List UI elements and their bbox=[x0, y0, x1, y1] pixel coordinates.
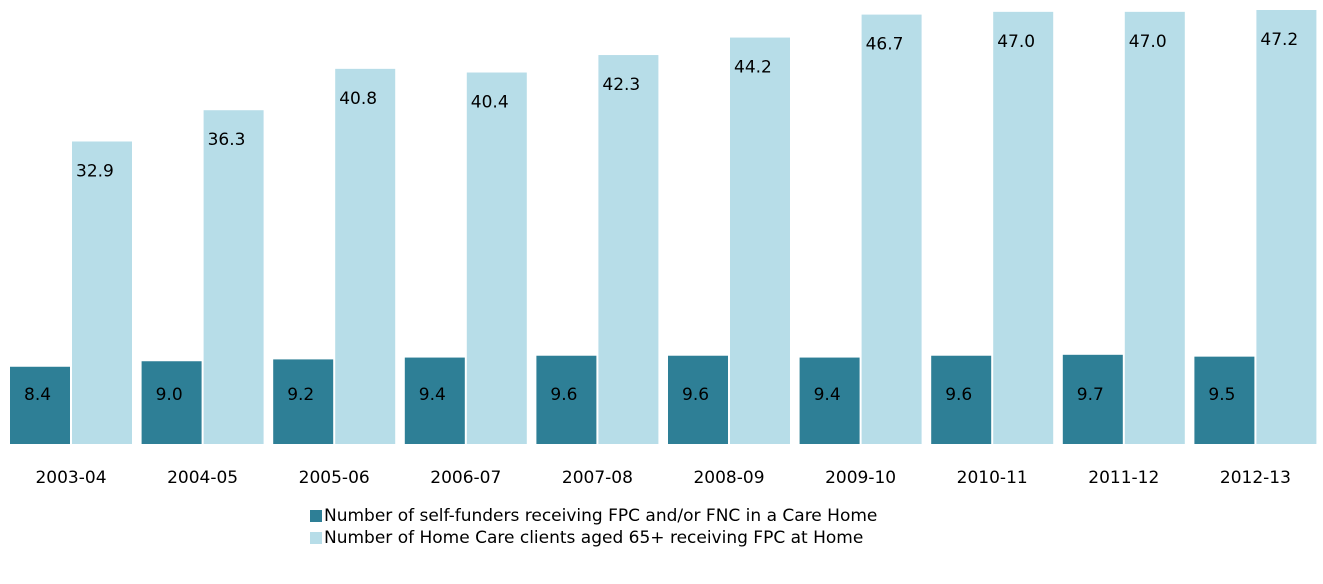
x-tick-label: 2003-04 bbox=[35, 468, 106, 488]
bar bbox=[931, 355, 992, 444]
bar bbox=[141, 361, 202, 444]
bar bbox=[730, 37, 790, 444]
data-label: 9.6 bbox=[945, 385, 972, 405]
data-label: 36.3 bbox=[208, 130, 246, 150]
x-tick-label: 2004-05 bbox=[167, 468, 238, 488]
bar bbox=[1062, 354, 1123, 444]
data-label: 40.8 bbox=[339, 89, 377, 109]
legend-label: Number of Home Care clients aged 65+ rec… bbox=[324, 528, 863, 548]
data-label: 9.6 bbox=[682, 385, 709, 405]
bar bbox=[598, 55, 659, 444]
x-tick-label: 2007-08 bbox=[562, 468, 633, 488]
x-tick-label: 2011-12 bbox=[1088, 468, 1159, 488]
bar bbox=[203, 110, 264, 444]
data-label: 40.4 bbox=[471, 93, 509, 113]
legend-swatch bbox=[310, 510, 322, 522]
x-tick-label: 2009-10 bbox=[825, 468, 896, 488]
data-label: 9.4 bbox=[419, 385, 446, 405]
bar bbox=[861, 14, 922, 444]
data-label: 47.0 bbox=[1129, 32, 1167, 52]
bar bbox=[668, 355, 728, 444]
data-label: 9.2 bbox=[287, 385, 314, 405]
data-label: 9.6 bbox=[550, 385, 577, 405]
x-tick-label: 2008-09 bbox=[693, 468, 764, 488]
data-label: 42.3 bbox=[602, 75, 640, 95]
data-label: 9.0 bbox=[156, 385, 183, 405]
x-tick-label: 2012-13 bbox=[1220, 468, 1291, 488]
legend-swatch bbox=[310, 532, 322, 544]
x-tick-label: 2010-11 bbox=[957, 468, 1028, 488]
bar bbox=[799, 357, 860, 444]
data-label: 47.2 bbox=[1260, 30, 1298, 50]
bar bbox=[404, 357, 465, 444]
bar bbox=[993, 11, 1054, 444]
x-tick-label: 2006-07 bbox=[430, 468, 501, 488]
bar bbox=[1256, 10, 1317, 444]
x-tick-label: 2005-06 bbox=[299, 468, 370, 488]
bar bbox=[72, 141, 132, 444]
bar bbox=[466, 72, 527, 444]
data-label: 9.4 bbox=[814, 385, 841, 405]
data-label: 47.0 bbox=[997, 32, 1035, 52]
bar bbox=[1194, 356, 1255, 444]
bar bbox=[10, 366, 70, 444]
data-label: 44.2 bbox=[734, 58, 772, 78]
data-label: 8.4 bbox=[24, 385, 51, 405]
data-label: 9.5 bbox=[1208, 385, 1235, 405]
data-label: 32.9 bbox=[76, 161, 114, 181]
data-label: 46.7 bbox=[866, 35, 904, 55]
bar bbox=[1124, 11, 1185, 444]
legend-label: Number of self-funders receiving FPC and… bbox=[324, 506, 877, 526]
bar bbox=[335, 68, 396, 444]
bar bbox=[536, 355, 597, 444]
bar bbox=[273, 359, 334, 444]
data-label: 9.7 bbox=[1077, 385, 1104, 405]
